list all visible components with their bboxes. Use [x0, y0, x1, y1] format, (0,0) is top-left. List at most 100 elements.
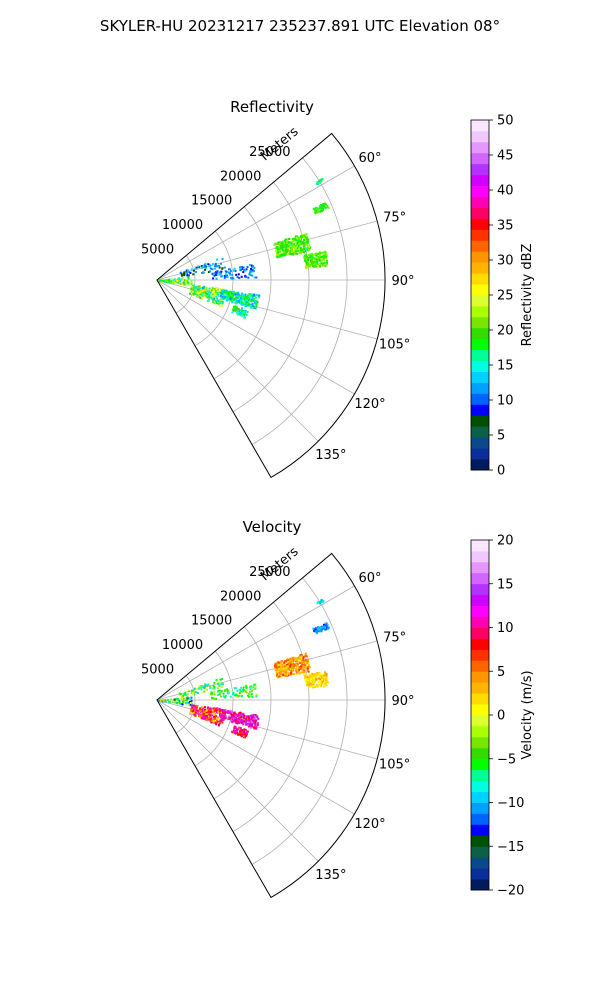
- echo-gate: [250, 716, 253, 719]
- echo-gate: [305, 254, 308, 257]
- echo-gate: [179, 271, 182, 274]
- echo-gate: [319, 683, 322, 686]
- echo-gate: [242, 266, 245, 269]
- echo-gate: [294, 669, 297, 672]
- echo-gate: [317, 208, 320, 211]
- echo-gate: [316, 672, 319, 674]
- colorbar-bin: [471, 371, 489, 383]
- range-ring: [232, 602, 310, 832]
- echo-gate: [232, 729, 235, 732]
- echo-gate: [254, 721, 257, 724]
- echo-gate: [255, 276, 258, 279]
- echo-gate: [224, 290, 227, 293]
- echo-gate: [296, 665, 299, 668]
- echo-gate: [325, 675, 327, 678]
- echo-gate: [293, 665, 296, 667]
- echo-gate: [289, 249, 292, 252]
- echo-gate: [221, 257, 224, 260]
- echo-gate: [282, 669, 285, 672]
- echo-gate: [299, 247, 302, 250]
- echo-gate: [298, 669, 301, 672]
- echo-gate: [218, 685, 221, 687]
- echo-gate: [241, 303, 244, 306]
- echo-gate: [213, 707, 216, 710]
- echo-gate: [235, 693, 238, 696]
- echo-gate: [201, 706, 204, 709]
- echo-gate: [243, 728, 246, 731]
- range-tick-label: 15000: [191, 194, 232, 209]
- echo-gate: [236, 718, 239, 721]
- echo-gate: [284, 664, 286, 667]
- echo-gate: [243, 303, 246, 306]
- echo-gate: [245, 303, 248, 306]
- echo-gate: [284, 669, 287, 672]
- echo-gate: [304, 258, 307, 261]
- azimuth-tick-label: 90°: [391, 274, 414, 289]
- echo-gate: [285, 674, 287, 677]
- panel-title: Velocity: [243, 518, 302, 536]
- echo-gate: [283, 239, 286, 242]
- echo-gate: [308, 666, 311, 668]
- echo-gate: [203, 690, 206, 693]
- echo-gate: [321, 254, 324, 257]
- echo-gate: [316, 256, 318, 259]
- echo-gate: [229, 297, 232, 300]
- echo-gate: [191, 290, 194, 293]
- echo-gate: [182, 282, 185, 285]
- echo-gate: [220, 690, 223, 693]
- echo-gate: [232, 717, 235, 720]
- echo-gate: [179, 283, 182, 286]
- colorbar-bin: [471, 141, 489, 154]
- radar-echoes: [158, 599, 330, 739]
- colorbar-bin: [471, 791, 489, 803]
- colorbar-tick-label: 35: [497, 219, 514, 234]
- echo-gate: [250, 726, 253, 729]
- echo-gate: [164, 279, 167, 282]
- echo-gate: [214, 712, 217, 715]
- echo-gate: [301, 248, 304, 251]
- echo-gate: [228, 293, 231, 296]
- echo-gate: [309, 676, 312, 678]
- echo-gate: [230, 713, 233, 716]
- echo-gate: [185, 279, 188, 282]
- echo-gate: [215, 678, 218, 681]
- echo-gate: [201, 707, 204, 710]
- echo-gate: [209, 291, 212, 294]
- echo-gate: [218, 713, 221, 716]
- echo-gate: [234, 292, 237, 295]
- echo-gate: [284, 243, 287, 246]
- echo-gate: [314, 206, 317, 209]
- echo-gate: [191, 286, 193, 289]
- echo-gate: [191, 287, 194, 290]
- echo-gate: [312, 263, 315, 266]
- colorbar-bin: [471, 879, 489, 891]
- colorbar-bin: [471, 393, 489, 405]
- echo-gate: [211, 697, 214, 700]
- echo-gate: [237, 308, 240, 310]
- echo-gate: [256, 723, 259, 726]
- echo-gate: [238, 298, 241, 301]
- echo-gate: [247, 719, 250, 722]
- echo-gate: [254, 722, 257, 725]
- echo-gate: [218, 682, 221, 685]
- echo-gate: [215, 707, 217, 710]
- echo-gate: [243, 720, 246, 723]
- echo-gate: [209, 687, 212, 689]
- echo-gate: [206, 293, 209, 296]
- echo-gate: [202, 270, 205, 273]
- echo-gate: [204, 715, 207, 718]
- echo-gate: [177, 282, 180, 284]
- echo-gate: [302, 657, 305, 660]
- echo-gate: [212, 298, 215, 301]
- echo-gate: [190, 709, 192, 712]
- echo-gate: [286, 672, 289, 675]
- colorbar-bin: [471, 671, 489, 683]
- echo-gate: [200, 685, 203, 687]
- azimuth-tick-label: 105°: [379, 338, 410, 353]
- range-tick-label: 10000: [162, 218, 203, 233]
- echo-gate: [252, 716, 255, 719]
- echo-gate: [297, 670, 300, 673]
- echo-gate: [245, 715, 248, 718]
- echo-gate: [217, 264, 220, 267]
- echo-gate: [303, 238, 305, 241]
